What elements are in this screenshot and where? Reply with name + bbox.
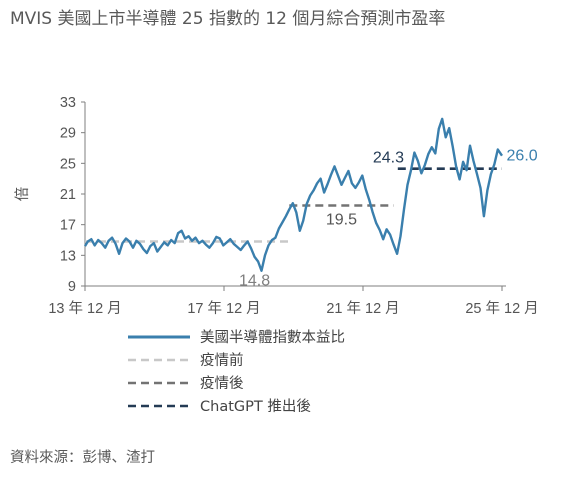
x-tick-label: 17 年 12 月 xyxy=(187,300,260,317)
y-tick-label: 33 xyxy=(60,95,76,111)
legend-label-3: ChatGPT 推出後 xyxy=(200,398,311,415)
data-label-2: 24.3 xyxy=(373,150,404,167)
data-label-3: 26.0 xyxy=(507,148,538,165)
data-label-1: 19.5 xyxy=(326,212,357,229)
y-tick-label: 29 xyxy=(60,126,76,142)
x-tick-label: 21 年 12 月 xyxy=(326,300,399,317)
annotation-layer: 14.8 19.5 24.3 26.0 xyxy=(239,148,538,290)
legend-label-2: 疫情後 xyxy=(200,375,244,392)
y-axis-title: 倍 xyxy=(14,187,31,202)
y-tick-label: 13 xyxy=(60,248,76,264)
series-layer xyxy=(83,117,503,272)
y-tick-label: 21 xyxy=(60,187,76,203)
y-tick-label: 9 xyxy=(68,279,76,295)
legend-label-0: 美國半導體指數本益比 xyxy=(200,329,345,346)
y-tick-label: 17 xyxy=(60,218,76,234)
axes-layer: 33 29 25 21 17 13 9 倍 13 年 12 月 17 年 12 月 21 年 12 … xyxy=(14,95,539,317)
x-tick-label: 25 年 12 月 xyxy=(465,300,538,317)
source-note: 資料來源：彭博、渣打 xyxy=(10,450,155,466)
y-tick-label: 25 xyxy=(60,156,76,172)
data-label-0: 14.8 xyxy=(239,272,270,289)
legend-label-1: 疫情前 xyxy=(200,352,244,369)
x-tick-label: 13 年 12 月 xyxy=(48,300,121,317)
series-line-0 xyxy=(83,117,503,272)
chart-title: MVIS 美國上市半導體 25 指數的 12 個月綜合預測市盈率 xyxy=(10,9,446,29)
